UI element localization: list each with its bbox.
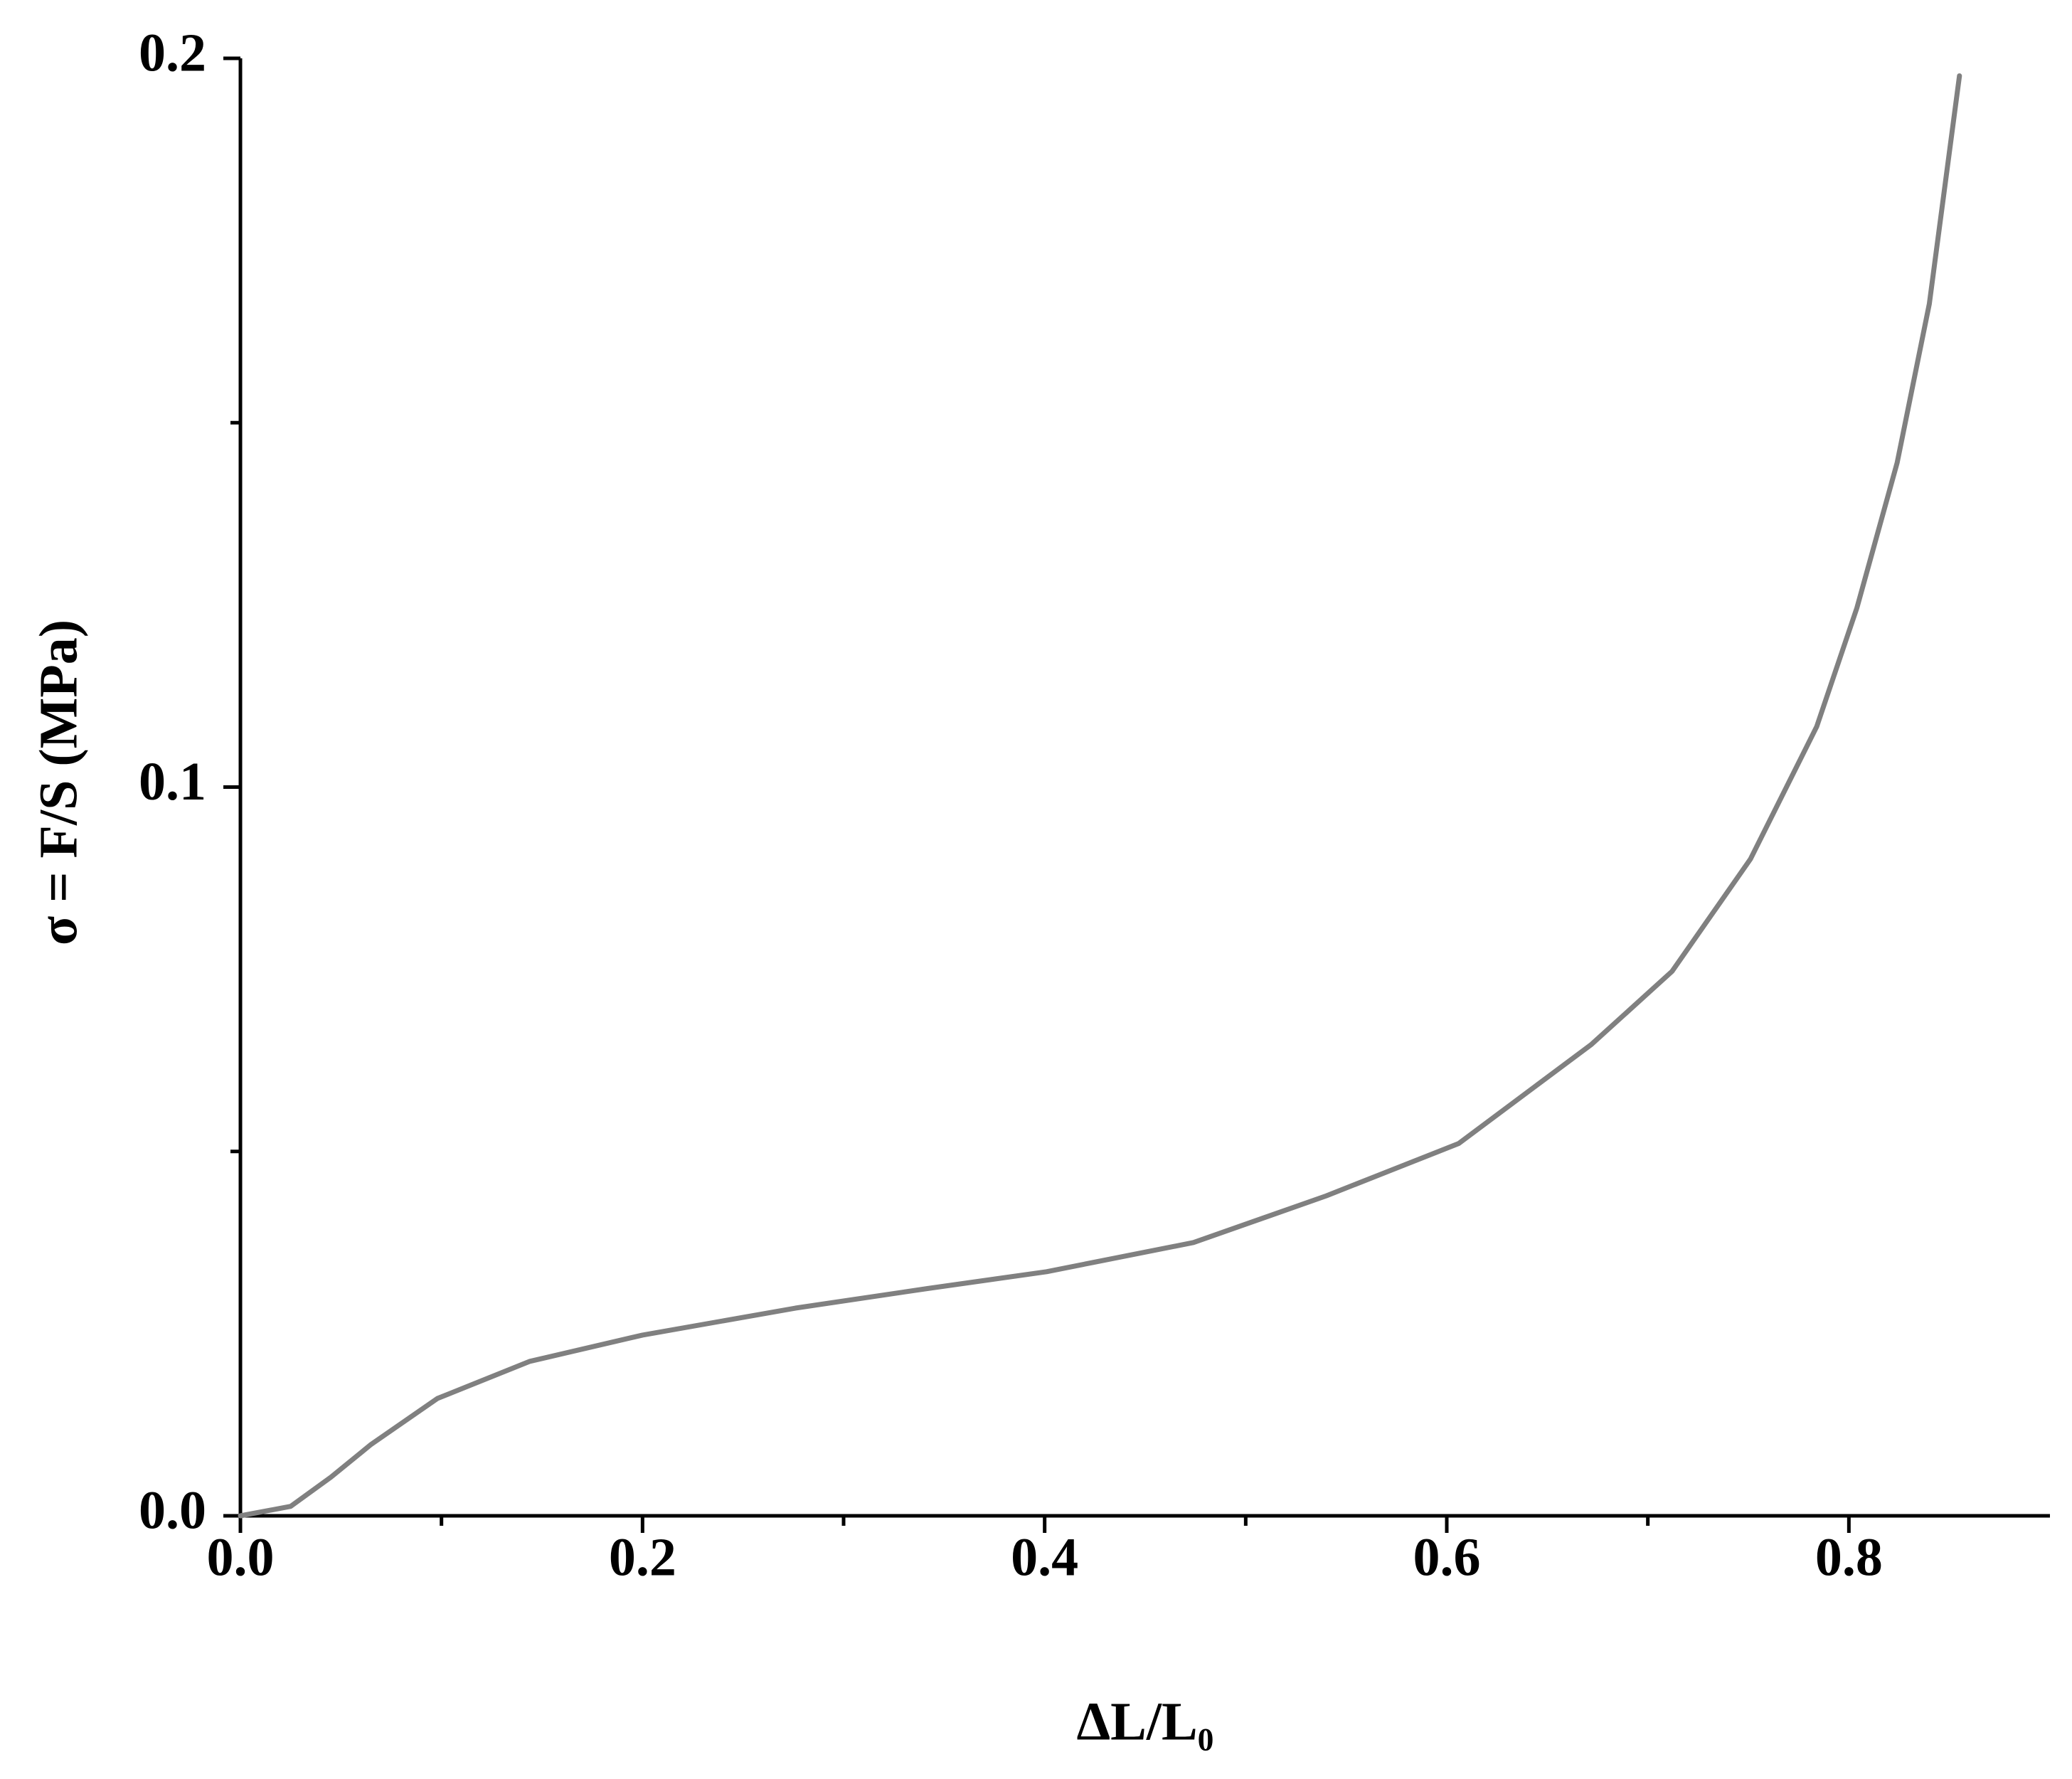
x-tick-label: 0.6: [1413, 1527, 1481, 1587]
x-tick-label: 0.8: [1815, 1527, 1883, 1587]
x-tick-label: 0.2: [609, 1527, 676, 1587]
x-tick-label: 0.0: [207, 1527, 275, 1587]
x-tick-label: 0.4: [1011, 1527, 1078, 1587]
y-axis-title: σ = F/S (MPa): [28, 620, 88, 945]
y-tick-label: 0.1: [139, 752, 206, 812]
x-axis-title: ΔL/L₀: [1077, 1692, 1214, 1751]
y-tick-label: 0.2: [139, 23, 206, 83]
y-tick-label: 0.0: [139, 1480, 206, 1540]
data-line: [238, 73, 1962, 1519]
